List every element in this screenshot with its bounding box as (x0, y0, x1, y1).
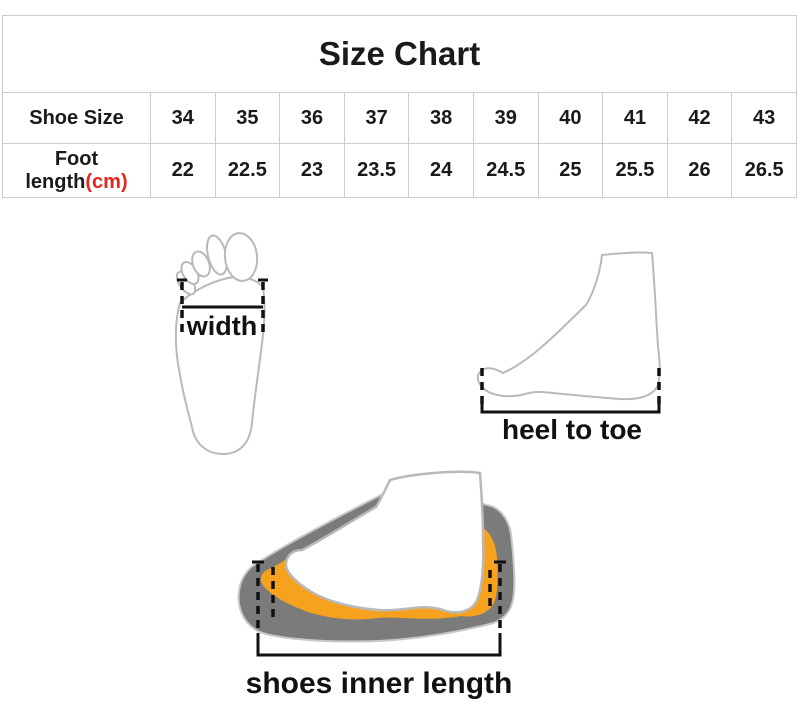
foot-length-cell: 25.5 (602, 143, 668, 198)
heel-to-toe-bracket (480, 399, 661, 414)
width-label: width (186, 311, 257, 341)
foot-length-cell: 22 (150, 143, 216, 198)
shoe-size-cell: 38 (408, 92, 474, 144)
shoe-size-cell: 39 (472, 92, 539, 144)
foot-length-cell: 23 (279, 143, 345, 198)
foot-length-cell: 24.5 (472, 143, 539, 198)
inner-length-diagram: shoes inner length (237, 470, 516, 700)
foot-in-shoe-outline (284, 470, 485, 614)
inner-length-bracket (256, 633, 502, 657)
inner-length-measurement: shoes inner length (246, 560, 513, 700)
foot-side-view-outline (476, 251, 661, 401)
big-toe (223, 232, 259, 282)
shoe-size-cell: 34 (150, 92, 216, 144)
foot-length-unit-text: (cm) (85, 170, 128, 193)
inner-length-label: shoes inner length (246, 667, 513, 700)
shoe-size-row-label: Shoe Size (2, 92, 151, 144)
foot-sole-outline (174, 276, 266, 456)
foot-length-cell: 24 (408, 143, 474, 198)
shoe-size-cell: 37 (343, 92, 410, 144)
foot-length-label-text: Foot length (25, 147, 99, 193)
shoe-size-cell: 40 (537, 92, 604, 144)
foot-width-diagram: width (174, 232, 268, 456)
width-measurement: width (177, 278, 268, 341)
shoe-size-cell: 43 (731, 92, 797, 144)
foot-top-view-illustration (174, 232, 266, 456)
page-title: Size Chart (2, 15, 797, 93)
shoe-size-cell: 41 (602, 92, 668, 144)
foot-length-cell: 26.5 (731, 143, 797, 198)
heel-to-toe-measurement: heel to toe (480, 368, 661, 445)
foot-length-cell: 26 (666, 143, 733, 198)
heel-to-toe-diagram: heel to toe (476, 251, 661, 445)
foot-length-row: Foot length(cm) 22 22.5 23 23.5 24 24.5 25 25.5… (2, 143, 797, 198)
heel-to-toe-label: heel to toe (502, 414, 642, 445)
size-chart-table: Size Chart Shoe Size 34 35 36 37 38 39 40 41 42 4… (2, 15, 797, 198)
foot-length-cell: 25 (537, 143, 604, 198)
foot-length-row-label: Foot length(cm) (2, 143, 151, 198)
shoe-size-cell: 35 (214, 92, 281, 144)
shoe-size-cell: 42 (666, 92, 733, 144)
foot-length-cell: 23.5 (343, 143, 410, 198)
foot-length-cell: 22.5 (214, 143, 281, 198)
shoe-cross-section-illustration (237, 470, 516, 643)
shoe-size-row: Shoe Size 34 35 36 37 38 39 40 41 42 43 (2, 92, 797, 144)
shoe-size-cell: 36 (279, 92, 345, 144)
